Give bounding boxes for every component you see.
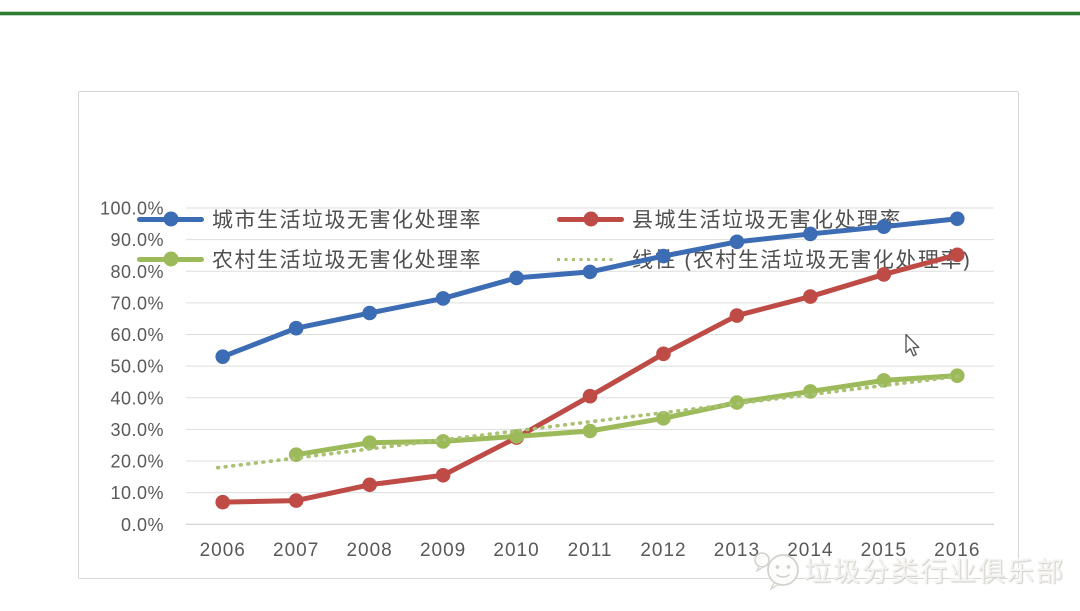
trendline-series-3 [215, 374, 964, 470]
data-point-series-0 [435, 291, 451, 306]
data-point-series-0 [949, 211, 965, 227]
data-point-series-1 [803, 289, 818, 304]
data-point-series-1 [656, 346, 671, 362]
x-axis-tick-label: 2014 [787, 540, 833, 561]
data-point-series-1 [949, 247, 965, 263]
legend-marker-dot [583, 211, 598, 227]
legend-item-rural-trendline: 线性 (农村生活垃圾无害化处理率) [557, 249, 971, 272]
line-series-1 [220, 252, 960, 505]
data-point-series-2 [582, 423, 598, 439]
legend-marker-dot [163, 251, 178, 267]
y-axis-tick-label: 40.0% [110, 388, 164, 408]
data-point-series-1 [362, 477, 377, 493]
y-axis-tick-label: 90.0% [110, 230, 164, 250]
data-point-series-1 [582, 388, 598, 404]
y-axis-tick-label: 50.0% [110, 357, 164, 377]
mouse-cursor-icon [905, 334, 920, 357]
data-point-series-1 [215, 494, 231, 510]
y-axis-tick-label: 70.0% [110, 293, 164, 313]
data-point-series-1 [729, 308, 745, 323]
legend-dotted-line [557, 257, 617, 261]
y-axis-tick-label: 20.0% [110, 452, 164, 472]
top-accent-bar [0, 12, 1080, 15]
legend-label-urban: 城市生活垃圾无害化处理率 [212, 209, 482, 232]
data-point-series-1 [435, 467, 451, 483]
data-point-series-0 [582, 264, 598, 280]
legend-marker-urban [137, 211, 204, 227]
watermark: 垃圾分类行业俱乐部 [752, 546, 1065, 592]
data-point-series-1 [288, 493, 304, 508]
chart-plot-area: 100.0% 90.0% 80.0% 70.0% 60.0% 50.0% 40.0% 30.0… [100, 199, 994, 561]
y-axis-tick-label: 60.0% [110, 325, 164, 345]
x-axis-tick-label: 2013 [714, 540, 760, 561]
legend-marker-rural [137, 251, 204, 267]
legend-item-county: 县城生活垃圾无害化处理率 [557, 209, 902, 232]
legend-marker-dot [163, 211, 178, 227]
watermark-text: 垃圾分类行业俱乐部 [804, 556, 1065, 587]
x-axis-tick-label: 2016 [934, 540, 980, 561]
data-point-series-2 [435, 434, 451, 449]
data-point-series-2 [288, 447, 304, 463]
data-point-series-1 [876, 267, 892, 282]
data-point-series-0 [362, 305, 377, 321]
legend-label-trendline: 线性 (农村生活垃圾无害化处理率) [632, 249, 972, 272]
x-axis-tick-label: 2006 [200, 540, 246, 561]
legend-marker-trendline [557, 251, 624, 267]
data-point-series-0 [803, 226, 818, 242]
x-axis-tick-label: 2007 [273, 540, 319, 561]
x-axis-tick-label: 2010 [493, 540, 539, 561]
watermark-logo-icon [754, 552, 799, 591]
legend-label-rural: 农村生活垃圾无害化处理率 [212, 249, 482, 272]
legend-label-county: 县城生活垃圾无害化处理率 [632, 209, 902, 232]
x-axis-tick-label: 2012 [640, 540, 686, 561]
x-axis-tick-label: 2011 [568, 540, 613, 561]
data-point-series-0 [288, 320, 304, 336]
chart-card: 城市生活垃圾无害化处理率 县城生活垃圾无害化处理率 农村生活垃圾无害化处理率 线… [78, 91, 1019, 579]
y-axis-tick-label: 100.0% [100, 199, 164, 219]
y-axis-tick-label: 30.0% [110, 420, 164, 440]
legend-marker-county [557, 211, 624, 227]
y-axis-tick-label: 0.0% [121, 515, 164, 535]
data-point-series-0 [729, 234, 745, 250]
y-axis-tick-label: 80.0% [110, 262, 164, 282]
x-axis-tick-label: 2009 [420, 540, 466, 561]
y-axis-tick-label: 10.0% [110, 483, 164, 503]
legend-item-urban: 城市生活垃圾无害化处理率 [137, 209, 482, 232]
line-series-2 [293, 373, 960, 458]
data-point-series-0 [215, 349, 231, 364]
data-point-series-0 [656, 248, 671, 264]
legend-item-rural: 农村生活垃圾无害化处理率 [137, 249, 482, 272]
x-axis-tick-label: 2015 [861, 540, 907, 561]
data-point-series-2 [362, 435, 377, 450]
data-point-series-0 [876, 219, 892, 234]
data-point-series-2 [656, 411, 671, 426]
x-axis-tick-label: 2008 [346, 540, 392, 561]
data-point-series-0 [509, 270, 524, 286]
